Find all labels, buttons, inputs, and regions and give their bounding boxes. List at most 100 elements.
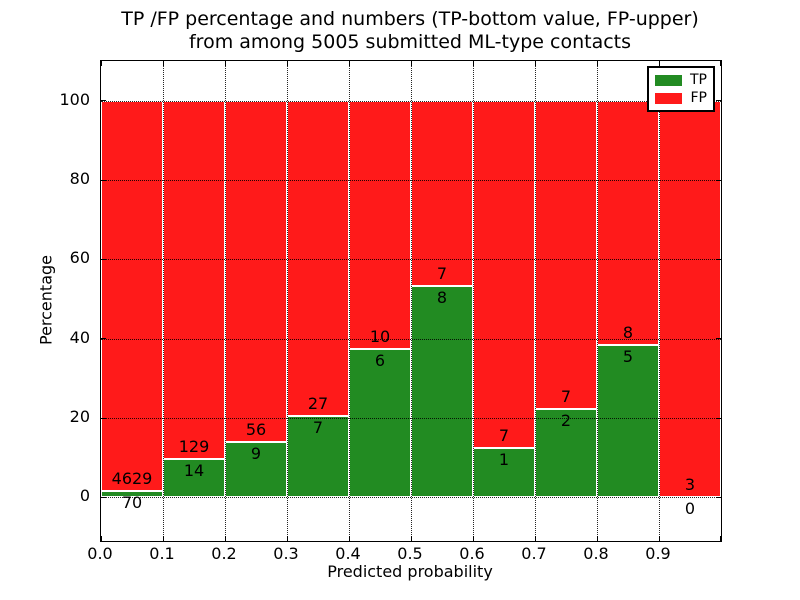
tp-bar-segment [349,348,411,498]
x-tick-label: 0.5 [397,544,423,563]
vertical-gridline [162,61,164,541]
vertical-gridline [596,61,598,541]
x-tick-mark-bottom [411,536,412,541]
vertical-gridline [658,61,660,541]
x-tick-mark-top [349,61,350,66]
vertical-gridline [534,61,536,541]
y-tick-mark-left [101,100,106,102]
tp-count-label: 9 [250,444,262,464]
y-tick-mark-left [101,179,106,181]
y-tick-mark-left [101,417,106,419]
tp-count-label: 2 [560,411,572,431]
x-tick-label: 0.6 [459,544,485,563]
x-tick-label: 0.0 [87,544,113,563]
fp-count-label: 129 [178,436,210,456]
x-tick-label: 0.2 [211,544,237,563]
x-tick-mark-top [287,61,288,66]
y-tick-label: 100 [59,89,90,109]
fp-count-label: 3 [684,475,696,495]
tp-bar-segment [225,442,287,498]
x-tick-mark-top [535,61,536,66]
x-tick-mark-top [101,61,102,66]
fp-bar-segment [287,100,349,416]
fp-bar-segment [225,100,287,443]
fp-bar-segment [411,100,473,286]
fp-count-label: 8 [622,322,634,342]
x-tick-mark-bottom [349,536,350,541]
chart-title-line-2: from among 5005 submitted ML-type contac… [188,31,632,53]
y-tick-mark-right [716,100,721,102]
x-tick-mark-top [411,61,412,66]
fp-bar-segment [597,100,659,345]
fp-count-label: 27 [307,393,329,413]
x-tick-mark-bottom [659,536,660,541]
x-tick-label: 0.3 [273,544,299,563]
vertical-gridline [286,61,288,541]
legend-label: TP [690,71,707,88]
y-tick-mark-right [716,496,721,498]
y-tick-label: 20 [69,407,90,427]
fp-bar-segment [659,100,721,498]
tp-count-label: 1 [498,449,510,469]
x-tick-mark-bottom [101,536,102,541]
tp-count-label: 8 [436,287,448,307]
tp-bar-segment [411,285,473,498]
tp-count-label: 14 [183,460,205,480]
fp-bar-segment [473,100,535,448]
tp-bar-segment [597,344,659,498]
x-tick-mark-top [225,61,226,66]
x-tick-mark-bottom [225,536,226,541]
y-tick-mark-left [101,496,106,498]
x-tick-label: 0.9 [645,544,671,563]
x-tick-label: 0.1 [149,544,175,563]
x-tick-mark-top [473,61,474,66]
x-tick-mark-top [597,61,598,66]
legend-entry: FP [655,89,708,106]
tp-legend-swatch [655,74,682,86]
vertical-gridline [472,61,474,541]
vertical-gridline [224,61,226,541]
x-tick-mark-top [659,61,660,66]
x-tick-mark-bottom [597,536,598,541]
x-tick-label: 0.8 [583,544,609,563]
plot-area: 4629 70 129 14 56 9 27 7 10 6 7 8 7 1 7 2 8 5 3 0 [100,60,722,542]
y-tick-mark-left [101,338,106,340]
fp-count-label: 10 [369,326,391,346]
y-tick-mark-right [716,258,721,260]
y-tick-mark-right [716,179,721,181]
chart-title: TP /FP percentage and numbers (TP-bottom… [100,8,720,54]
x-axis-label: Predicted probability [327,562,493,581]
tp-bar-segment [535,409,597,498]
fp-bar-segment [349,100,411,349]
y-tick-mark-left [101,258,106,260]
y-tick-mark-right [716,338,721,340]
fp-count-label: 56 [245,420,267,440]
legend-label: FP [690,89,708,106]
x-tick-mark-bottom [163,536,164,541]
y-tick-label: 80 [69,169,90,188]
y-tick-label: 40 [69,327,90,347]
fp-count-label: 4629 [111,469,153,489]
vertical-gridline [410,61,412,541]
y-tick-label: 60 [69,248,90,268]
tp-count-label: 7 [312,417,324,437]
chart-title-line-1: TP /FP percentage and numbers (TP-bottom… [121,8,699,30]
fp-bar-segment [163,100,225,459]
legend: TP FP [647,66,715,112]
x-tick-mark-bottom [720,536,721,541]
fp-legend-swatch [655,92,682,104]
tp-count-label: 5 [622,346,634,366]
x-tick-mark-bottom [473,536,474,541]
tp-count-label: 0 [684,499,696,519]
fp-count-label: 7 [560,387,572,407]
x-tick-label: 0.7 [521,544,547,563]
fp-count-label: 7 [498,425,510,445]
fp-bar-segment [535,100,597,410]
y-tick-mark-right [716,417,721,419]
tp-count-label: 70 [121,493,143,513]
x-tick-mark-top [720,61,721,66]
x-tick-mark-bottom [287,536,288,541]
vertical-gridline [348,61,350,541]
x-tick-mark-top [163,61,164,66]
x-tick-label: 0.4 [335,544,361,563]
